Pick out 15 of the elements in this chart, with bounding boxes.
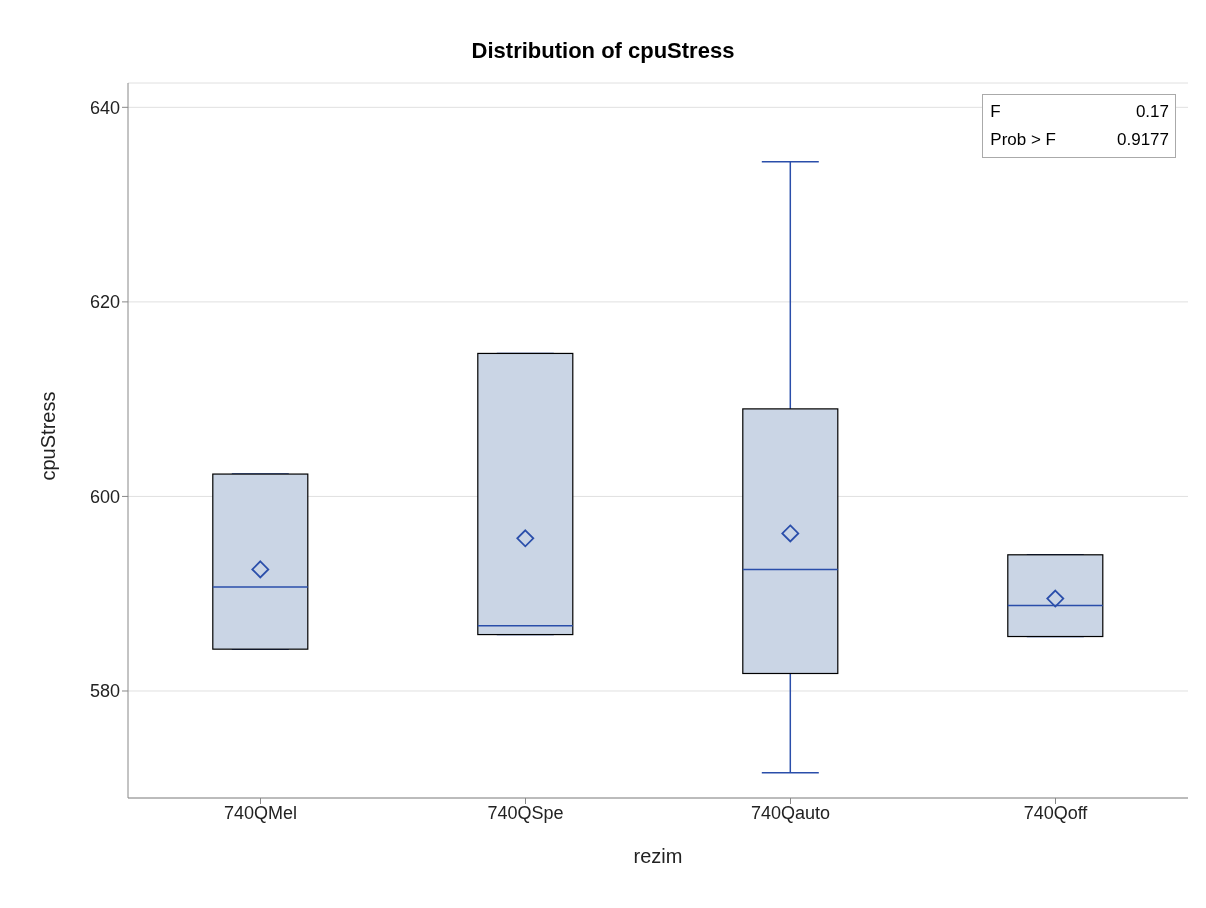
y-tick-label: 640 [89, 97, 120, 118]
x-tick-label: 740QMel [223, 802, 298, 823]
y-tick-label: 580 [89, 681, 120, 702]
text: F [990, 102, 1001, 121]
text: 0.17 [1135, 102, 1169, 121]
y-axis-title: cpuStress [37, 391, 60, 481]
y-tick-label: 600 [89, 486, 120, 507]
chart-title: Distribution of cpuStress [470, 37, 736, 65]
text: Prob > F [990, 130, 1056, 149]
y-tick-label: 620 [89, 292, 120, 313]
x-tick-label: 740QSpe [487, 802, 564, 823]
text: 0.9177 [1117, 130, 1169, 149]
x-axis-title: rezim [633, 845, 683, 867]
x-tick-label: 740Qauto [750, 802, 831, 823]
x-tick-label: 740Qoff [1023, 802, 1089, 823]
